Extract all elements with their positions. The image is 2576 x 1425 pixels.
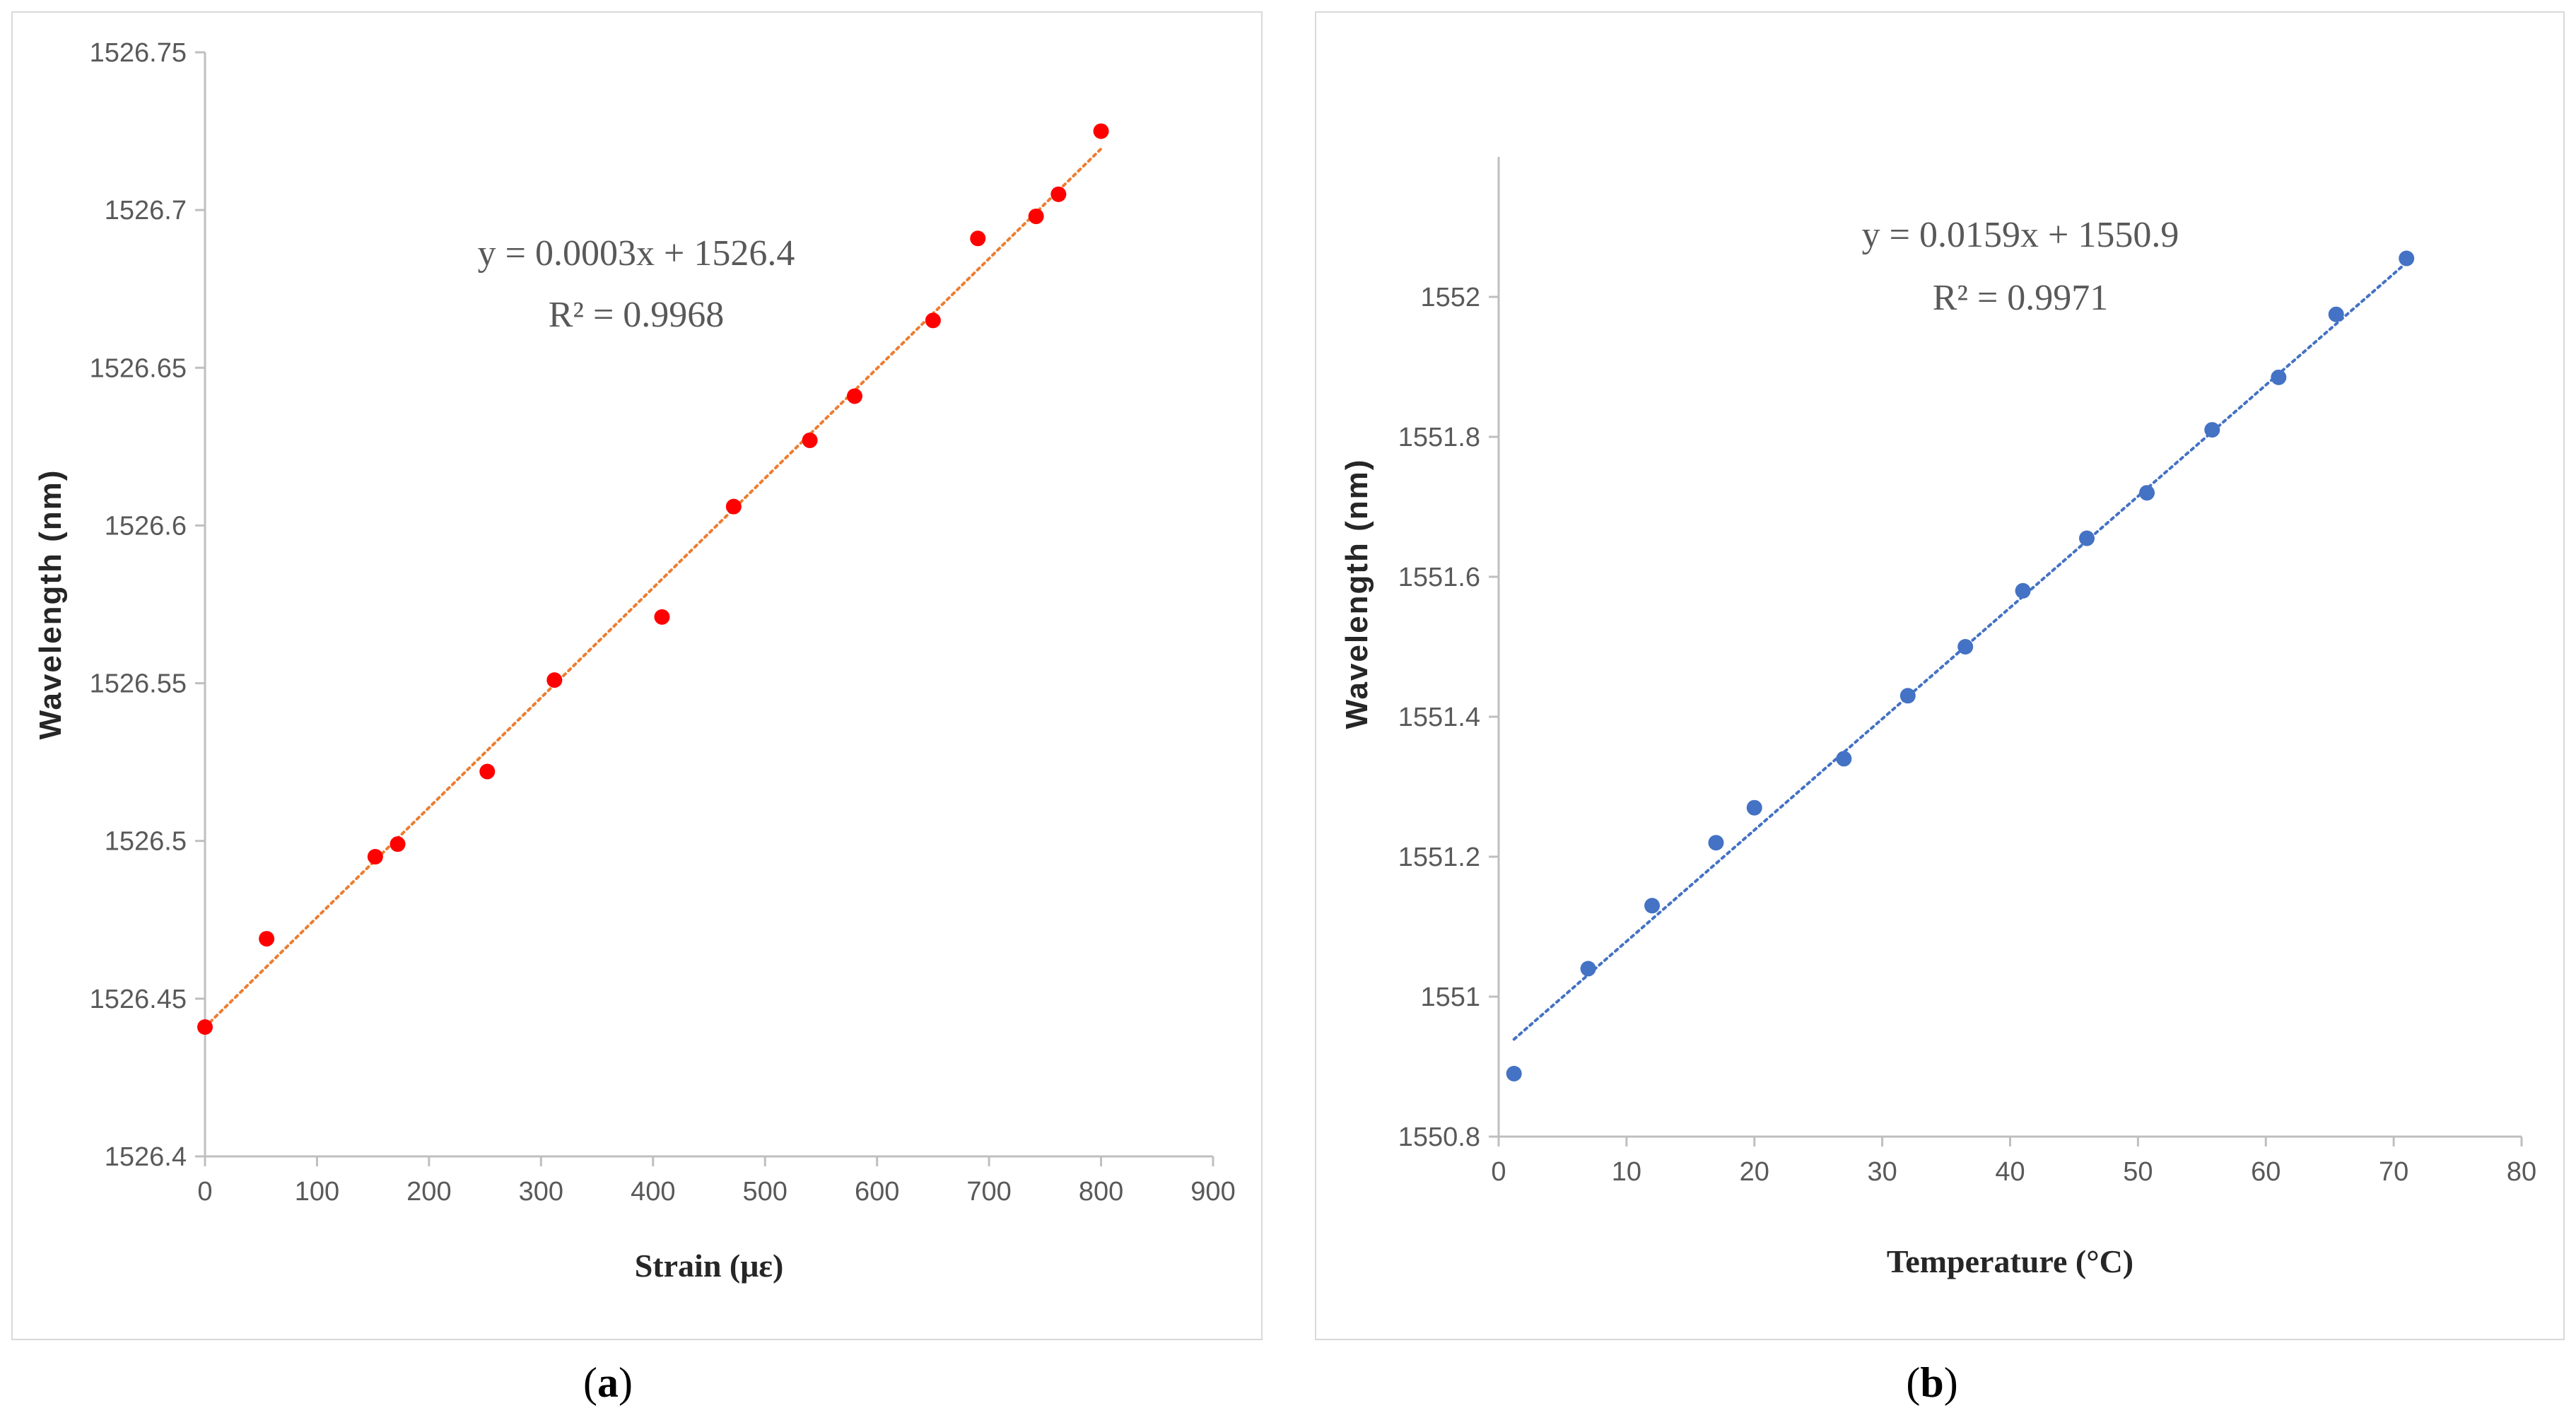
x-tick-label: 300 [519, 1177, 563, 1207]
temperature-chart: 1550.8 1551 1551.2 1551.4 1551.6 1551.8 1552 0 1… [1340, 157, 2536, 1279]
chart-panel-b [1315, 11, 2565, 1340]
data-point [390, 836, 406, 852]
y-tick-label: 1551.6 [1398, 563, 1480, 592]
y-tick-label: 1526.65 [90, 353, 187, 383]
x-tick-label: 80 [2507, 1157, 2536, 1187]
x-axis-title: Temperature (°C) [1887, 1243, 2133, 1279]
x-tick-label: 20 [1740, 1157, 1769, 1187]
data-point [479, 763, 496, 780]
r-squared-label: R² = 0.9968 [549, 295, 725, 335]
data-point [725, 498, 742, 515]
y-tick-label: 1552 [1420, 283, 1480, 312]
data-point [802, 432, 818, 448]
data-point [654, 609, 670, 625]
y-tick-label: 1526.45 [90, 985, 187, 1014]
data-point [2271, 369, 2287, 385]
x-tick-label: 50 [2123, 1157, 2153, 1187]
data-point [367, 849, 383, 865]
x-axis-title: Strain (με) [635, 1248, 784, 1284]
data-point [2079, 530, 2095, 546]
r-squared-label: R² = 0.9971 [1933, 278, 2109, 318]
data-point [2399, 250, 2415, 266]
x-tick-label: 600 [855, 1177, 899, 1207]
x-tick-label: 700 [966, 1177, 1011, 1207]
data-point [970, 230, 986, 247]
y-tick-label: 1551.8 [1398, 423, 1480, 452]
trendline [1512, 261, 2408, 1041]
data-point [2015, 582, 2031, 599]
y-tick-label: 1551.2 [1398, 843, 1480, 872]
x-tick-label: 30 [1867, 1157, 1897, 1187]
caption-b: (b) [1906, 1359, 1958, 1406]
y-tick-label: 1526.6 [105, 511, 187, 541]
data-point [1899, 688, 1916, 704]
data-point [1028, 209, 1044, 225]
data-point [1957, 639, 1974, 655]
data-point [1644, 898, 1661, 914]
data-point [846, 388, 862, 404]
data-point [197, 1019, 213, 1036]
trendline-equation: y = 0.0003x + 1526.4 [478, 233, 795, 274]
y-tick-label: 1526.5 [105, 827, 187, 857]
chart-panel-a [11, 11, 1263, 1340]
x-tick-label: 0 [197, 1177, 212, 1207]
x-tick-label: 400 [631, 1177, 675, 1207]
x-tick-label: 0 [1491, 1157, 1506, 1187]
trendline [204, 147, 1103, 1029]
data-point [546, 672, 563, 688]
x-tick-label: 200 [406, 1177, 451, 1207]
y-tick-label: 1526.75 [90, 38, 187, 68]
data-point [1746, 799, 1762, 816]
data-point [1050, 186, 1067, 202]
y-tick-label: 1526.4 [105, 1142, 187, 1172]
x-tick-label: 100 [295, 1177, 339, 1207]
x-tick-label: 900 [1190, 1177, 1235, 1207]
x-tick-label: 500 [743, 1177, 788, 1207]
data-point [1836, 751, 1852, 767]
data-point [1580, 961, 1596, 977]
x-tick-label: 60 [2251, 1157, 2281, 1187]
caption-a: (a) [583, 1359, 633, 1406]
data-point [1708, 835, 1724, 851]
y-tick-label: 1550.8 [1398, 1122, 1480, 1152]
data-point [1093, 123, 1109, 139]
data-point [1506, 1065, 1522, 1081]
x-tick-label: 10 [1612, 1157, 1641, 1187]
x-tick-label: 70 [2379, 1157, 2408, 1187]
data-point [2139, 485, 2155, 501]
trendline-equation: y = 0.0159x + 1550.9 [1862, 215, 2179, 255]
strain-chart: 1526.4 1526.45 1526.5 1526.55 1526.6 1526.65 1… [33, 38, 1236, 1284]
y-axis-title: Wavelength (nm) [33, 469, 68, 740]
data-point [2204, 422, 2220, 438]
y-tick-label: 1551.4 [1398, 703, 1480, 732]
y-tick-label: 1526.55 [90, 669, 187, 699]
data-point [2328, 306, 2344, 322]
y-axis-title: Wavelength (nm) [1340, 459, 1374, 729]
data-point [925, 312, 941, 329]
x-tick-label: 40 [1995, 1157, 2025, 1187]
data-point [259, 931, 275, 947]
y-tick-label: 1526.7 [105, 196, 187, 225]
y-tick-label: 1551 [1420, 983, 1480, 1012]
x-tick-label: 800 [1079, 1177, 1123, 1207]
